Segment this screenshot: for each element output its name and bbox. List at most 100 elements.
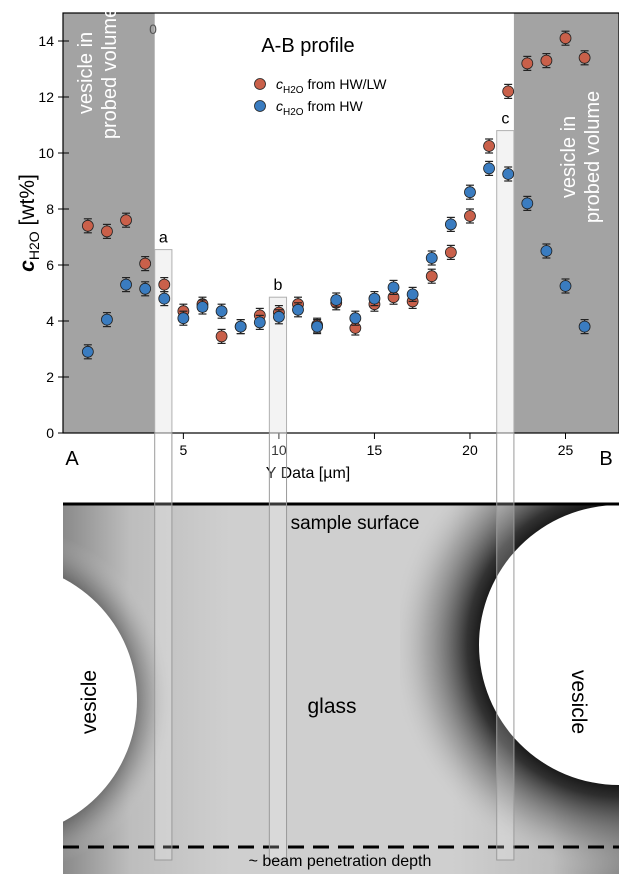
data-point-series1-8: [234, 319, 247, 335]
data-point-series1-10: [273, 309, 285, 325]
data-marker: [139, 282, 152, 295]
data-point-series0-23: [521, 55, 534, 72]
endpoint-label-b: B: [599, 448, 612, 470]
data-marker: [521, 57, 534, 70]
data-point-series1-25: [559, 278, 572, 294]
data-point-series1-18: [425, 250, 438, 266]
data-point-series0-1: [101, 223, 113, 239]
data-point-series0-7: [215, 328, 228, 344]
diagram-panel: sample surface H2O resorption halo glass…: [63, 432, 619, 874]
data-point-series1-15: [368, 291, 381, 307]
chart-panel: a b c 0 2 4 6 8 10 12 14 5 10 15 20 25 A-B profile 0 …: [16, 7, 619, 482]
data-point-series0-19: [444, 244, 457, 260]
data-marker: [483, 162, 495, 175]
data-marker: [177, 312, 190, 325]
data-marker: [483, 140, 495, 152]
y-tick-label-8: 8: [46, 201, 54, 217]
data-marker: [311, 320, 324, 333]
data-point-series0-0: [81, 218, 94, 234]
shaded-regions: [63, 13, 619, 433]
data-point-series0-26: [578, 50, 591, 66]
data-marker: [139, 257, 152, 270]
data-point-series0-20: [464, 208, 476, 224]
x-axis-ticks: 5 10 15 20 25: [179, 433, 573, 458]
data-marker: [464, 186, 476, 199]
data-point-series1-14: [349, 310, 362, 326]
data-point-series1-21: [483, 160, 495, 176]
y-axis-label: cH2O [wt%]: [16, 174, 42, 272]
data-marker: [101, 225, 113, 238]
data-point-series1-2: [120, 277, 132, 293]
beam-column-b: [268, 432, 288, 861]
data-marker: [215, 305, 228, 318]
data-point-series0-25: [559, 30, 572, 46]
vesicle-region-label-right-line1: vesicle in: [558, 116, 580, 198]
data-point-series0-24: [540, 52, 553, 69]
data-marker: [215, 330, 228, 343]
beam-column-c: [496, 432, 515, 861]
highlight-label-a: a: [159, 230, 168, 247]
data-point-series1-19: [444, 216, 457, 232]
vesicle-right-label: vesicle: [567, 670, 590, 734]
y-tick-label-0: 0: [46, 425, 54, 441]
data-marker: [559, 32, 572, 45]
beam-columns: [154, 432, 515, 861]
data-point-series1-16: [387, 279, 400, 295]
data-point-series1-0: [81, 344, 94, 360]
y-tick-label-4: 4: [46, 313, 54, 329]
data-marker: [253, 316, 266, 329]
data-marker: [81, 345, 94, 358]
legend-marker-hw: [254, 100, 266, 112]
data-marker: [387, 281, 400, 294]
data-point-series1-3: [139, 281, 152, 297]
data-point-series1-20: [464, 184, 476, 200]
vesicle-region-label-left-line2: probed volume: [99, 7, 121, 139]
data-marker: [540, 54, 553, 67]
data-marker: [234, 320, 247, 333]
vesicle-region-label-left-line1: vesicle in: [75, 32, 97, 114]
data-marker: [444, 246, 457, 259]
data-marker: [330, 294, 343, 306]
legend-marker-hwlw: [254, 78, 266, 90]
data-point-series1-24: [540, 243, 553, 259]
x-tick-label-15: 15: [367, 442, 383, 458]
data-marker: [425, 270, 438, 283]
vesicle-region-label-right-line2: probed volume: [582, 91, 604, 223]
data-point-series1-4: [158, 291, 171, 307]
y-tick-label-6: 6: [46, 257, 54, 273]
data-point-series1-11: [292, 302, 304, 318]
data-point-series1-1: [101, 312, 113, 328]
beam-depth-label: ~ beam penetration depth: [249, 853, 432, 870]
x-tick-label-10: 10: [271, 442, 287, 458]
data-point-series1-17: [406, 286, 419, 302]
data-point-series0-21: [483, 138, 495, 154]
y-axis-ticks: 0 2 4 6 8 10 12 14: [38, 33, 69, 441]
data-marker: [349, 312, 362, 325]
data-point-series0-2: [120, 212, 132, 228]
data-point-series0-18: [425, 268, 438, 284]
shaded-region-0: [63, 13, 155, 433]
data-marker: [425, 252, 438, 264]
shaded-region-1: [513, 13, 619, 433]
y-tick-label-12: 12: [38, 89, 54, 105]
data-marker: [158, 278, 171, 291]
data-point-series1-26: [578, 319, 591, 335]
legend: cH2O from HW/LW cH2O from HW: [254, 76, 387, 118]
x-tick-label-5: 5: [179, 442, 187, 458]
chart-title: A-B profile: [261, 35, 354, 57]
data-marker: [464, 210, 476, 222]
data-marker: [559, 280, 572, 292]
vesicle-left: [63, 578, 137, 822]
data-marker: [540, 245, 553, 257]
data-marker: [81, 219, 94, 232]
zero-label: 0: [149, 21, 157, 37]
data-marker: [273, 310, 285, 323]
data-marker: [502, 85, 515, 98]
data-point-series1-9: [253, 314, 266, 330]
vesicle-left-label: vesicle: [78, 670, 101, 734]
data-marker: [406, 288, 419, 301]
highlight-label-b: b: [273, 277, 282, 294]
x-tick-label-20: 20: [462, 442, 478, 458]
data-point-series1-12: [311, 319, 324, 335]
